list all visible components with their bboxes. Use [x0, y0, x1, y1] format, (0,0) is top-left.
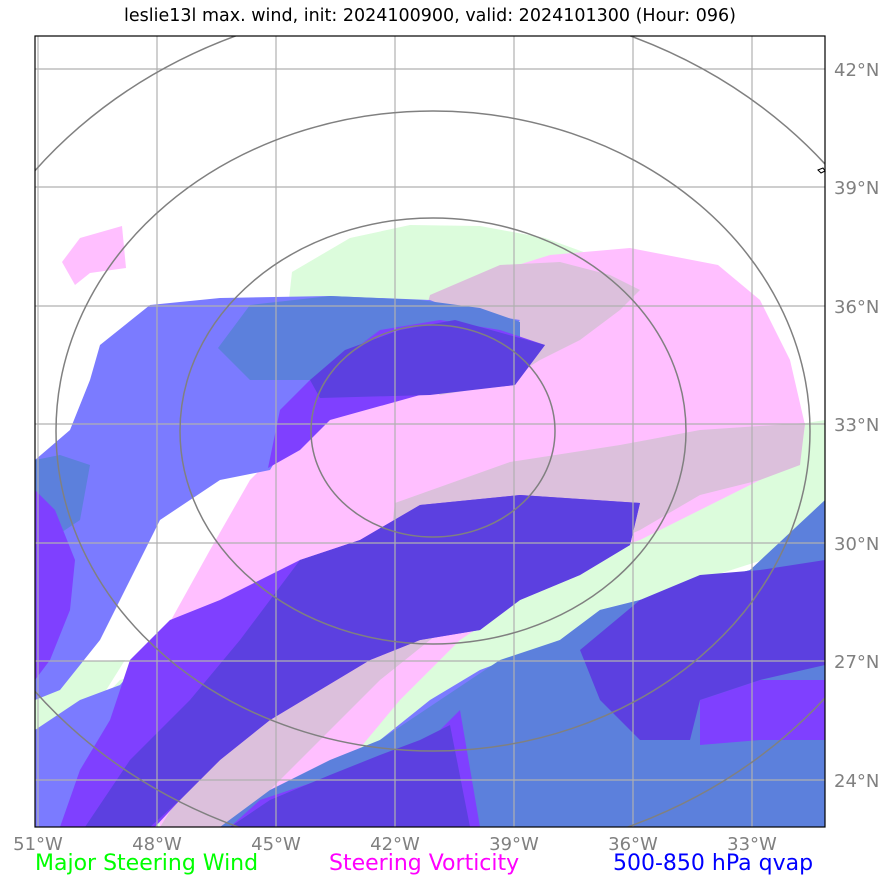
- lat-label: 42°N: [834, 60, 879, 81]
- lon-label: 48°W: [132, 834, 182, 855]
- lon-label: 39°W: [489, 834, 539, 855]
- lon-label: 42°W: [370, 834, 420, 855]
- lon-label: 33°W: [727, 834, 777, 855]
- range-ring-3: [55, 110, 811, 752]
- map-title: leslie13l max. wind, init: 2024100900, v…: [124, 6, 736, 26]
- lon-label: 45°W: [251, 834, 301, 855]
- lat-label: 33°N: [834, 415, 879, 436]
- graticule: [35, 36, 825, 827]
- lat-label: 27°N: [834, 652, 879, 673]
- lon-label: 51°W: [13, 834, 63, 855]
- lat-label: 30°N: [834, 534, 879, 555]
- legend-steering-wind: Major Steering Wind: [35, 851, 259, 876]
- lon-label: 36°W: [608, 834, 658, 855]
- lat-label: 24°N: [834, 771, 879, 792]
- range-rings: [35, 36, 825, 827]
- lat-label: 39°N: [834, 178, 879, 199]
- plot-frame: [34, 35, 826, 828]
- field-layers: [35, 225, 825, 827]
- legend-qvap: 500-850 hPa qvap: [613, 851, 814, 876]
- range-ring-2: [179, 217, 687, 645]
- longitude-labels: 51°W 48°W 45°W 42°W 39°W 36°W 33°W: [13, 834, 777, 855]
- latitude-labels: 42°N 39°N 36°N 33°N 30°N 27°N 24°N: [834, 60, 879, 792]
- range-ring-1: [310, 324, 556, 538]
- lat-label: 36°N: [834, 297, 879, 318]
- legend-steering-vorticity: Steering Vorticity: [329, 851, 520, 876]
